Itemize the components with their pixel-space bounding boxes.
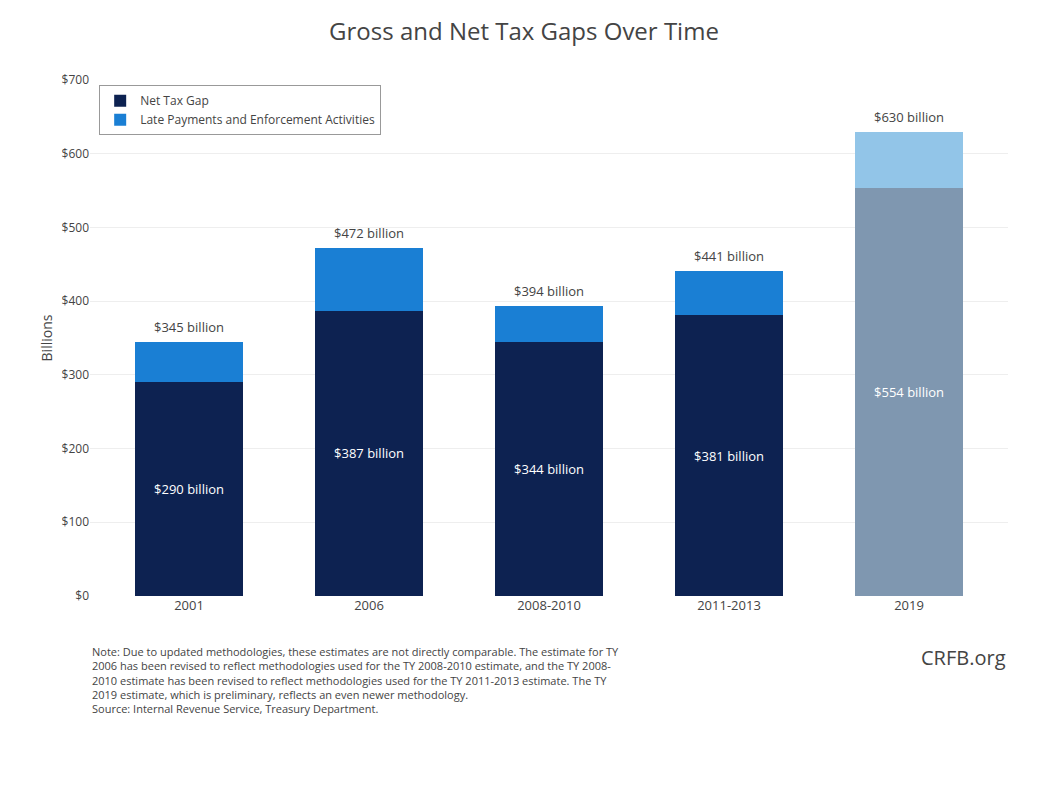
- svg-text:$630 billion: $630 billion: [874, 108, 944, 126]
- svg-text:$472 billion: $472 billion: [334, 224, 404, 242]
- svg-text:$344 billion: $344 billion: [514, 460, 584, 478]
- svg-text:$600: $600: [62, 145, 90, 162]
- svg-text:2019: 2019: [894, 596, 924, 614]
- svg-text:$700: $700: [62, 71, 90, 88]
- svg-text:Note: Due to updated methodolo: Note: Due to updated methodologies, thes…: [92, 644, 619, 716]
- svg-text:Net Tax Gap: Net Tax Gap: [140, 92, 209, 109]
- svg-text:$290 billion: $290 billion: [154, 480, 224, 498]
- svg-text:CRFB.org: CRFB.org: [921, 644, 1006, 671]
- svg-text:$387 billion: $387 billion: [334, 444, 404, 462]
- svg-text:$200: $200: [62, 440, 90, 457]
- svg-text:Late Payments and Enforcement: Late Payments and Enforcement Activities: [140, 111, 375, 128]
- svg-text:Gross and Net Tax Gaps Over Ti: Gross and Net Tax Gaps Over Time: [329, 14, 719, 47]
- svg-text:2011-2013: 2011-2013: [697, 596, 761, 614]
- svg-text:$500: $500: [62, 219, 90, 236]
- svg-text:2008-2010: 2008-2010: [517, 596, 581, 614]
- svg-text:$0: $0: [75, 587, 89, 604]
- svg-text:$300: $300: [62, 366, 90, 383]
- svg-text:$400: $400: [62, 292, 90, 309]
- svg-text:2001: 2001: [174, 596, 204, 614]
- svg-text:2006: 2006: [354, 596, 384, 614]
- svg-text:$381 billion: $381 billion: [694, 447, 764, 465]
- svg-text:$100: $100: [62, 513, 90, 530]
- svg-text:$441 billion: $441 billion: [694, 247, 764, 265]
- svg-text:$394 billion: $394 billion: [514, 282, 584, 300]
- svg-text:Billions: Billions: [37, 314, 56, 361]
- svg-text:$345 billion: $345 billion: [154, 318, 224, 336]
- svg-text:$554 billion: $554 billion: [874, 383, 944, 401]
